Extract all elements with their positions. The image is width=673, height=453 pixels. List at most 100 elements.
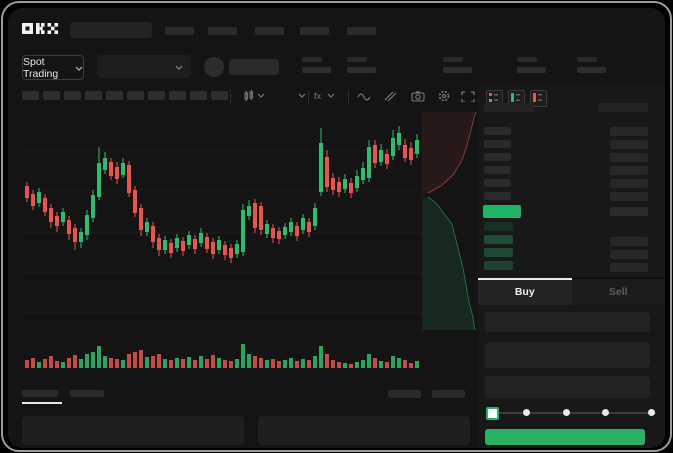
stat-label-placeholder: [347, 57, 367, 62]
bid-price-placeholder: [484, 261, 513, 270]
stat-value-placeholder: [443, 67, 472, 73]
active-tab-indicator: [478, 278, 572, 280]
bid-row[interactable]: [478, 248, 665, 259]
stat-label-placeholder: [443, 57, 463, 62]
market-type-selector[interactable]: Spot Trading: [22, 55, 84, 80]
symbol-selector[interactable]: [97, 55, 191, 78]
nav-item-placeholder[interactable]: [300, 27, 329, 35]
bottom-content-panel: [22, 416, 244, 445]
chevron-down-icon: [175, 63, 183, 71]
stat-value-placeholder: [302, 67, 331, 73]
bid-price-placeholder: [484, 235, 513, 244]
tab-sell[interactable]: Sell: [572, 279, 666, 305]
ruler-icon[interactable]: [382, 90, 404, 102]
interval-placeholder[interactable]: [64, 91, 81, 100]
bottom-tab-active-underline: [22, 402, 62, 404]
okx-logo[interactable]: [22, 21, 62, 36]
ask-price-placeholder: [484, 153, 511, 161]
amount-input[interactable]: [485, 342, 650, 368]
ask-row[interactable]: [478, 153, 665, 163]
candlestick-chart[interactable]: [22, 110, 422, 372]
bottom-action-placeholder[interactable]: [388, 390, 421, 398]
depth-chart[interactable]: [422, 112, 479, 332]
ask-row[interactable]: [478, 127, 665, 137]
interval-placeholder[interactable]: [85, 91, 102, 100]
slider-step-dot[interactable]: [563, 409, 570, 416]
price-input[interactable]: [485, 312, 650, 332]
interval-placeholder[interactable]: [43, 91, 60, 100]
candle-style-icon[interactable]: [244, 90, 266, 102]
interval-placeholder[interactable]: [127, 91, 144, 100]
ask-price-placeholder: [484, 127, 511, 135]
interval-placeholder[interactable]: [22, 91, 39, 100]
trade-tabs: Buy Sell: [478, 278, 665, 305]
nav-item-placeholder[interactable]: [255, 27, 284, 35]
pair-name-placeholder: [229, 59, 279, 75]
stat-label-placeholder: [302, 57, 322, 62]
slider-step-dot[interactable]: [602, 409, 609, 416]
bottom-tab-placeholder[interactable]: [70, 390, 104, 397]
order-book-panel: Buy Sell: [478, 85, 665, 448]
tab-sell-label: Sell: [608, 286, 628, 298]
bid-row[interactable]: [478, 222, 665, 232]
nav-item-placeholder[interactable]: [347, 27, 376, 35]
stat-label-placeholder: [517, 57, 537, 62]
bid-row[interactable]: [478, 261, 665, 272]
stat-value-placeholder: [577, 67, 606, 73]
interval-placeholder[interactable]: [148, 91, 165, 100]
token-avatar: [204, 57, 224, 77]
order-book-header-price: [484, 103, 534, 112]
bottom-action-placeholder[interactable]: [432, 390, 465, 398]
ask-amount-placeholder: [610, 192, 648, 201]
ask-row[interactable]: [478, 140, 665, 150]
interval-placeholder[interactable]: [190, 91, 207, 100]
ask-amount-placeholder: [610, 140, 648, 149]
ask-amount-placeholder: [610, 179, 648, 188]
slider-handle[interactable]: [486, 407, 499, 420]
book-asks-icon[interactable]: [530, 90, 547, 107]
nav-item-placeholder[interactable]: [165, 27, 194, 35]
slider-track[interactable]: [490, 412, 656, 414]
toolbar-divider: [348, 90, 349, 103]
chevron-down-icon: [75, 64, 83, 72]
indicator-fx-icon[interactable]: fx: [314, 90, 336, 102]
camera-icon[interactable]: [410, 90, 432, 102]
bid-amount-placeholder: [610, 250, 648, 259]
ask-price-placeholder: [484, 179, 511, 187]
bid-row[interactable]: [478, 235, 665, 246]
chevron-down-icon[interactable]: [292, 90, 314, 102]
buy-submit-button[interactable]: [485, 429, 645, 445]
bid-amount-placeholder: [610, 237, 648, 246]
ask-amount-placeholder: [610, 153, 648, 162]
market-type-label: Spot Trading: [23, 55, 59, 80]
ask-row[interactable]: [478, 179, 665, 189]
toolbar-divider: [308, 90, 309, 103]
ask-row[interactable]: [478, 166, 665, 176]
tab-buy-label: Buy: [514, 286, 535, 298]
interval-placeholder[interactable]: [169, 91, 186, 100]
search-bar-placeholder[interactable]: [70, 22, 152, 38]
settings-icon[interactable]: [436, 90, 458, 102]
last-price-highlight[interactable]: [483, 205, 521, 218]
slider-step-dot[interactable]: [648, 409, 655, 416]
bid-price-placeholder: [484, 248, 513, 257]
ask-row[interactable]: [478, 192, 665, 202]
stat-value-placeholder: [517, 67, 546, 73]
ask-price-placeholder: [484, 166, 511, 174]
interval-placeholder[interactable]: [211, 91, 228, 100]
app-surface: Spot Trading fx: [8, 8, 665, 448]
bottom-content-panel: [258, 416, 470, 445]
baseline-icon[interactable]: [356, 90, 378, 102]
fullscreen-icon[interactable]: [460, 90, 482, 102]
nav-placeholders: [165, 27, 425, 35]
nav-item-placeholder[interactable]: [208, 27, 237, 35]
bottom-tab-placeholder-active[interactable]: [22, 390, 58, 397]
tab-buy[interactable]: Buy: [478, 278, 572, 305]
bid-amount-placeholder: [610, 263, 648, 272]
ask-price-placeholder: [484, 192, 511, 200]
stat-label-placeholder: [577, 57, 597, 62]
interval-placeholder[interactable]: [106, 91, 123, 100]
total-input[interactable]: [485, 376, 650, 398]
order-book-header-amount: [598, 103, 648, 112]
slider-step-dot[interactable]: [523, 409, 530, 416]
